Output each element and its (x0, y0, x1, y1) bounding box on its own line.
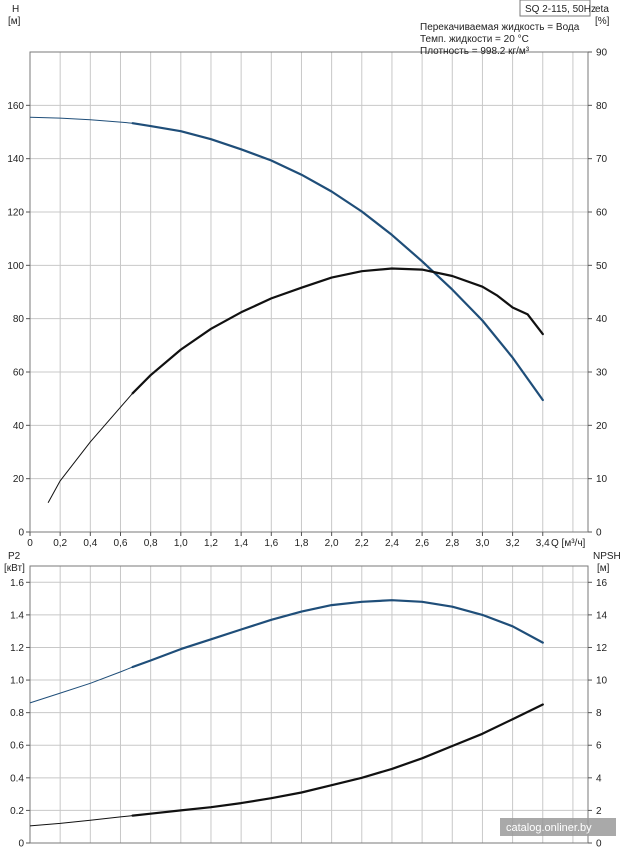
power-axis-label: P2 (8, 551, 21, 562)
top-left-tick-label: 20 (13, 474, 25, 485)
bottom-left-tick-label: 1.6 (10, 578, 24, 589)
bottom-right-tick-label: 8 (596, 708, 602, 719)
bottom-chart-ticks: 0 0.2 0.4 0.6 0.8 1.0 1.2 1.4 1.6 0 2 4 6 8 10 12 14 16 (10, 578, 607, 850)
bottom-right-tick-label: 10 (596, 676, 608, 687)
watermark-badge (500, 818, 616, 836)
top-right-tick-label: 60 (596, 208, 608, 219)
head-axis-unit: [м] (8, 16, 21, 27)
top-series-1-thin-segment (47, 392, 133, 503)
top-left-tick-label: 80 (13, 314, 25, 325)
top-right-tick-label: 10 (596, 474, 608, 485)
bottom-plot-frame (29, 565, 589, 844)
top-x-tick-label: 0,6 (114, 538, 128, 549)
npsh-axis-label: NPSH (593, 551, 621, 562)
top-x-tick-label: 3,4 (536, 538, 550, 549)
bottom-right-tick-label: 4 (596, 773, 602, 784)
top-chart-ticks: 0 20 40 60 80 100 120 140 160 0 10 20 30 40 50 60 70 80 90… (7, 48, 607, 550)
bottom-left-tick-label: 1.4 (10, 610, 24, 621)
top-series-0-thin-segment (29, 116, 133, 124)
bottom-left-tick-label: 0.8 (10, 708, 24, 719)
top-right-tick-label: 40 (596, 314, 608, 325)
top-x-tick-label: 1,2 (204, 538, 218, 549)
bottom-right-tick-label: 2 (596, 806, 602, 817)
top-x-tick-label: 3,0 (475, 538, 489, 549)
bottom-left-tick-label: 1.0 (10, 676, 24, 687)
top-chart-grid (29, 51, 589, 533)
chart-title: SQ 2-115, 50Hz (525, 4, 596, 15)
top-x-tick-label: 2,8 (445, 538, 459, 549)
bottom-chart-grid (29, 565, 589, 844)
top-x-tick-label: 1,6 (264, 538, 278, 549)
top-right-tick-label: 50 (596, 261, 608, 272)
power-axis-unit: [кВт] (4, 563, 25, 574)
watermark-text: catalog.onliner.by (506, 822, 592, 834)
top-x-tick-label: 2,6 (415, 538, 429, 549)
top-x-tick-label: 0,4 (83, 538, 97, 549)
top-x-tick-label: 2,2 (355, 538, 369, 549)
bottom-chart-series (29, 599, 544, 827)
eta-axis-label: eta (595, 4, 609, 15)
top-right-tick-label: 30 (596, 368, 608, 379)
temperature-annotation: Темп. жидкости = 20 °C (420, 34, 529, 45)
bottom-right-tick-label: 16 (596, 578, 608, 589)
bottom-left-tick-label: 0.6 (10, 741, 24, 752)
top-x-tick-label: 0 (27, 538, 33, 549)
top-left-tick-label: 160 (7, 101, 24, 112)
head-axis-label: H (12, 4, 19, 15)
bottom-left-tick-label: 0.2 (10, 806, 24, 817)
top-right-tick-label: 80 (596, 101, 608, 112)
eta-axis-unit: [%] (595, 16, 610, 27)
top-right-tick-label: 70 (596, 154, 608, 165)
top-plot-frame (29, 51, 589, 533)
bottom-right-tick-label: 12 (596, 643, 608, 654)
top-left-tick-label: 100 (7, 261, 24, 272)
top-right-tick-label: 0 (596, 528, 602, 539)
top-series-0-line (131, 122, 544, 402)
bottom-right-tick-label: 0 (596, 839, 602, 850)
bottom-series-1-line (131, 703, 544, 817)
top-x-tick-label: 1,0 (174, 538, 188, 549)
fluid-annotation: Перекачиваемая жидкость = Вода (420, 22, 580, 33)
top-left-tick-label: 120 (7, 208, 24, 219)
top-left-tick-label: 40 (13, 421, 25, 432)
top-x-tick-label: 2,4 (385, 538, 399, 549)
top-left-tick-label: 0 (18, 528, 24, 539)
bottom-left-tick-label: 1.2 (10, 643, 24, 654)
density-annotation: Плотность = 998.2 кг/м³ (420, 46, 530, 57)
top-x-tick-label: 0,2 (53, 538, 67, 549)
top-right-tick-label: 20 (596, 421, 608, 432)
top-x-tick-label: 2,0 (325, 538, 339, 549)
top-x-tick-label: 1,8 (295, 538, 309, 549)
top-left-tick-label: 60 (13, 368, 25, 379)
bottom-series-0-thin-segment (29, 666, 133, 704)
bottom-series-1-thin-segment (29, 815, 133, 827)
chart-title-box (519, 0, 591, 17)
top-x-tick-label: 1,4 (234, 538, 248, 549)
top-series-1-line (131, 267, 544, 395)
bottom-right-tick-label: 6 (596, 741, 602, 752)
top-right-tick-label: 90 (596, 48, 608, 59)
bottom-right-tick-label: 14 (596, 610, 608, 621)
bottom-series-0-line (131, 599, 544, 669)
top-x-tick-label: 0,8 (144, 538, 158, 549)
top-x-tick-label: 3,2 (506, 538, 520, 549)
top-chart-series (29, 116, 544, 503)
flow-axis-label: Q [м³/ч] (551, 538, 586, 549)
top-left-tick-label: 140 (7, 154, 24, 165)
bottom-left-tick-label: 0.4 (10, 773, 24, 784)
bottom-left-tick-label: 0 (18, 839, 24, 850)
npsh-axis-unit: [м] (597, 563, 610, 574)
